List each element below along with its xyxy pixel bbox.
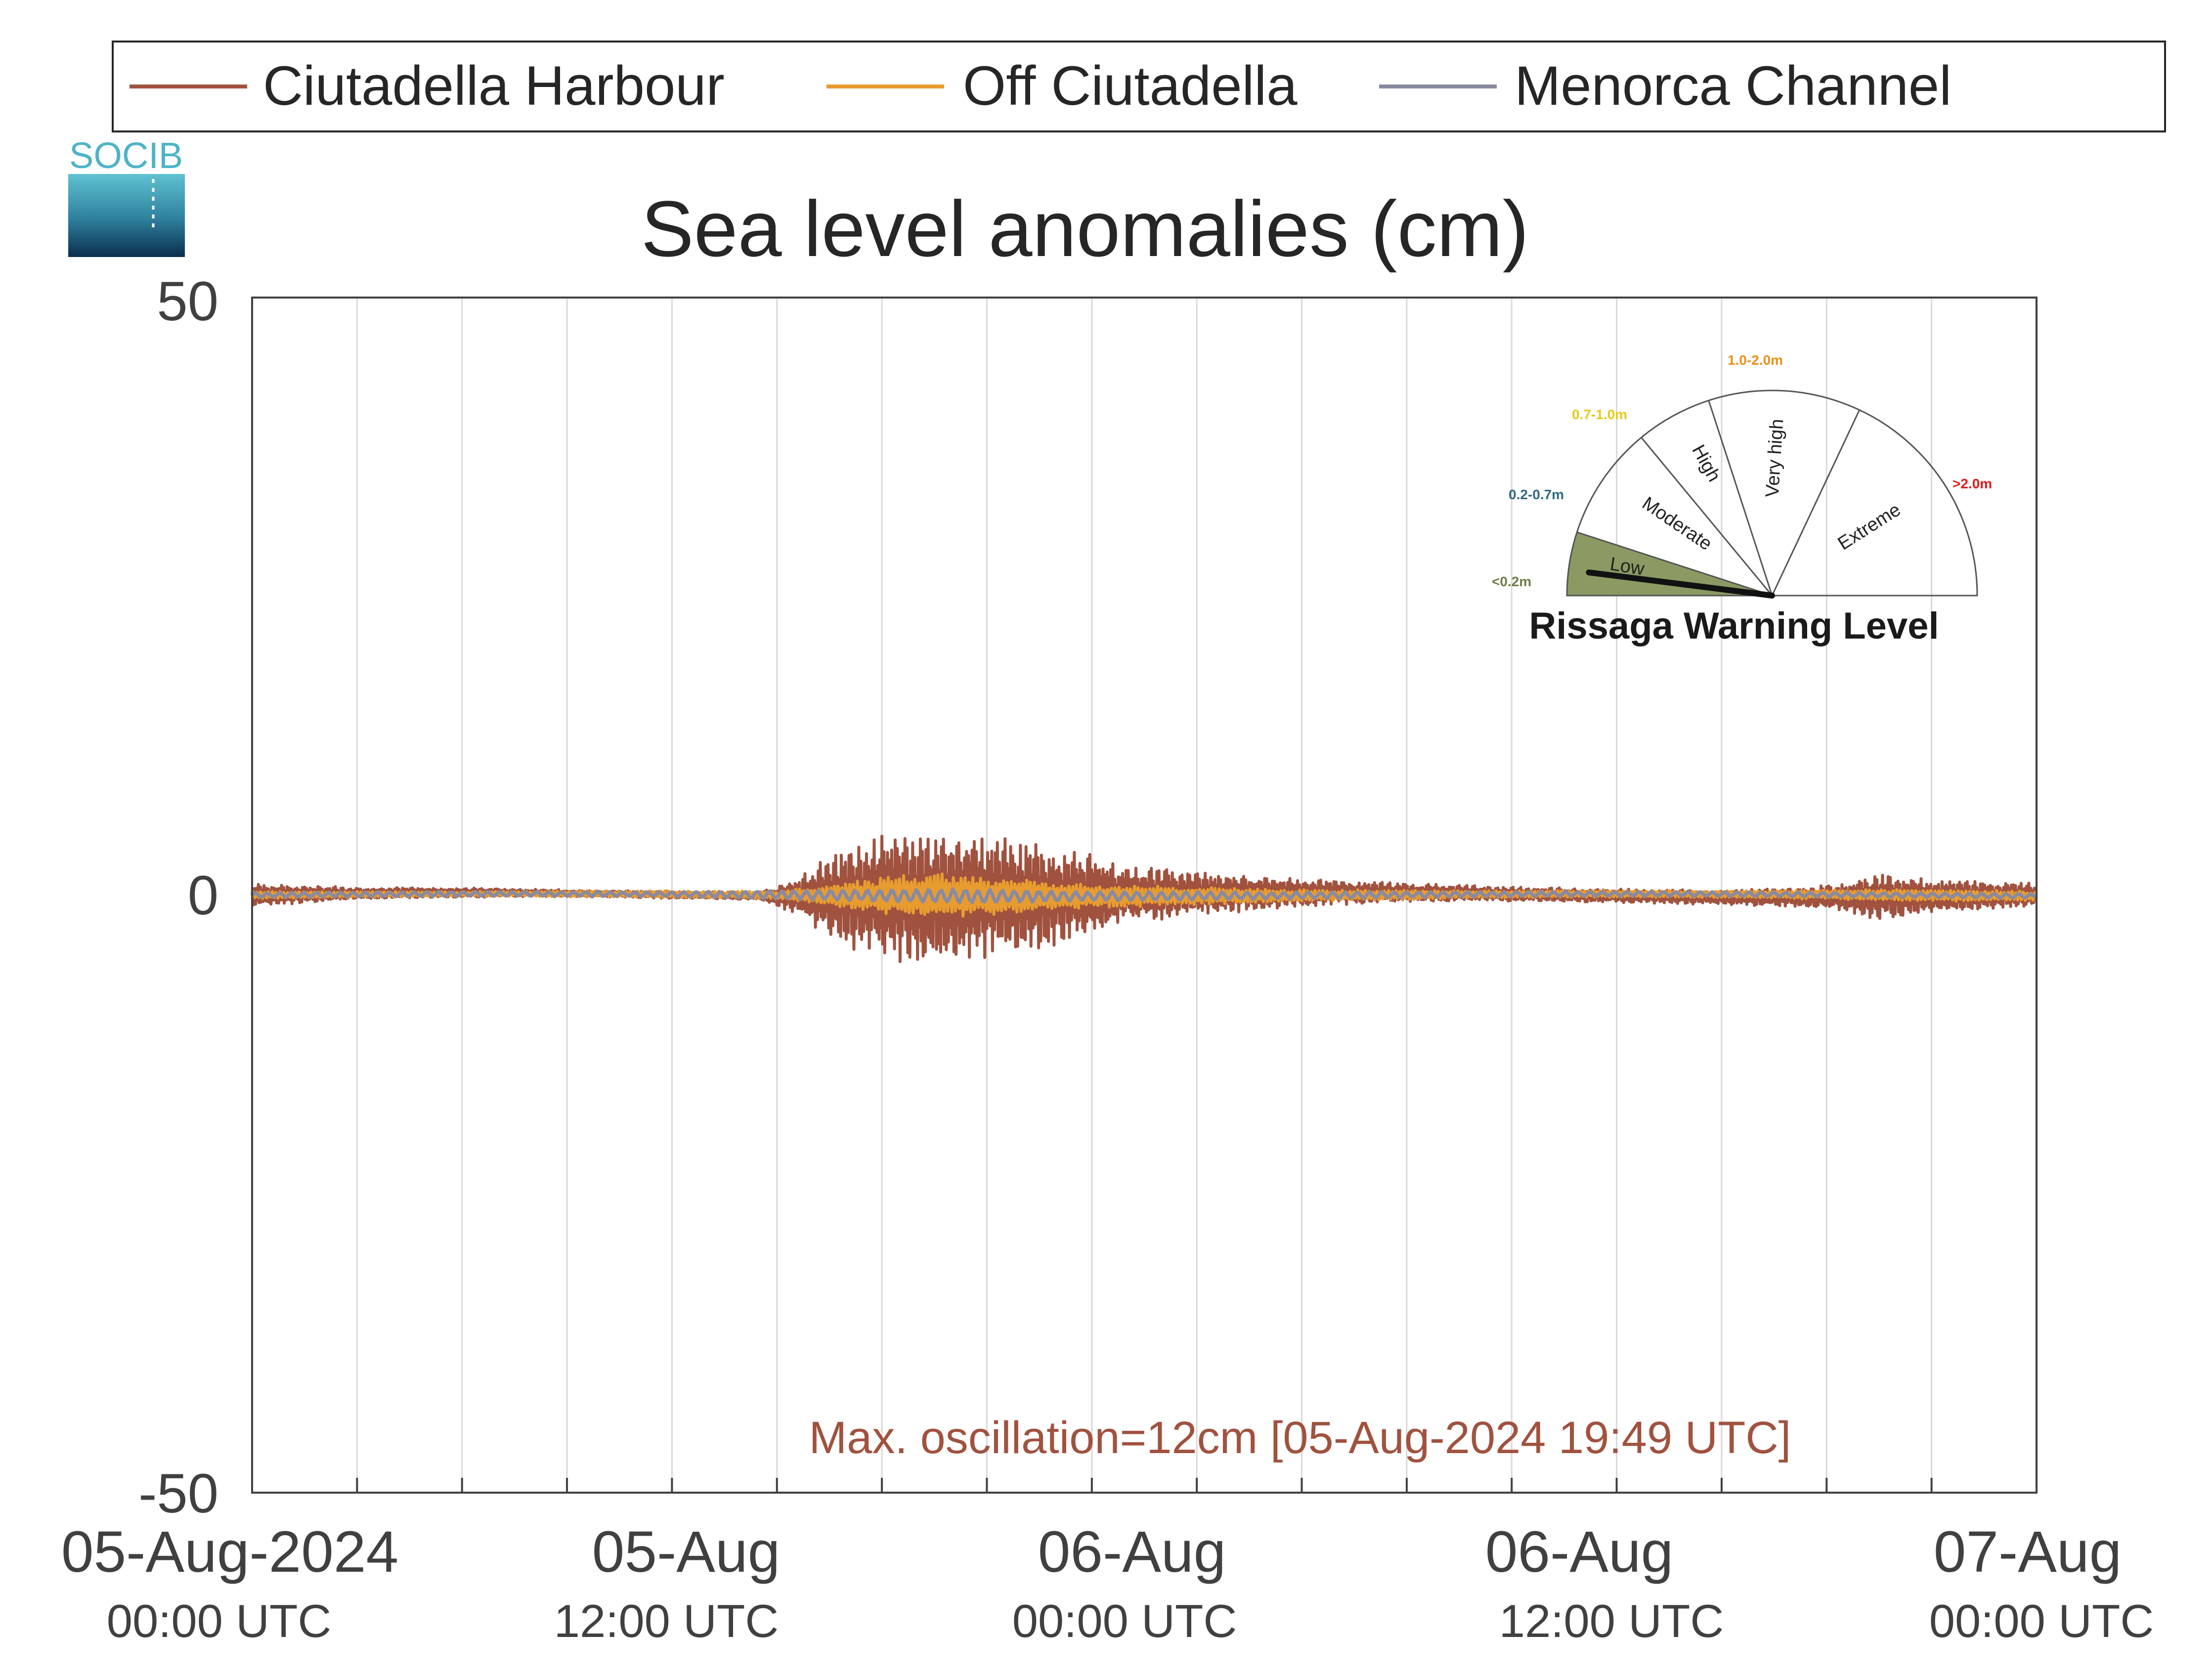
legend: Ciutadella Harbour Off Ciutadella Menorc… [112,41,2166,132]
y-tick-label-0: 0 [188,864,218,926]
rissaga-warning-gauge: Low Moderate High Very high Extreme <0.2… [1492,352,1992,647]
gauge-outline [1566,389,1978,597]
x-tick-time-0: 00:00 UTC [107,1595,332,1647]
x-tick-marks [356,1478,1933,1493]
gauge-divider [1576,531,1773,597]
legend-label-menorca-channel: Menorca Channel [1515,55,1952,117]
x-tick-time-3: 12:00 UTC [1499,1595,1724,1647]
gauge-segment-very-high: Very high [1762,418,1788,498]
gauge-threshold-high: 0.7-1.0m [1572,407,1627,422]
x-tick-date-3: 06-Aug [1485,1519,1674,1585]
socib-logo-wave [68,174,185,257]
gauge-divider [1708,400,1773,596]
x-tick-time-1: 12:00 UTC [554,1595,779,1647]
x-tick-date-2: 06-Aug [1038,1519,1226,1585]
series-menorca-channel [251,887,2037,904]
y-tick-label-minus-50: -50 [138,1463,218,1524]
max-oscillation-annotation: Max. oscillation=12cm [05-Aug-2024 19:49… [809,1413,1791,1463]
gauge-low-wedge [1567,532,1772,596]
x-tick-labels: 05-Aug-2024 00:00 UTC 05-Aug 12:00 UTC 0… [61,1519,2154,1647]
socib-logo-text: SOCIB [69,135,183,176]
x-tick-date-0: 05-Aug-2024 [61,1519,398,1585]
gauge-title: Rissaga Warning Level [1529,605,1939,647]
y-tick-label-50: 50 [157,270,218,332]
gauge-threshold-moderate: 0.2-0.7m [1509,487,1564,502]
series-layer [251,834,2038,963]
gauge-threshold-very-high: 1.0-2.0m [1728,352,1783,368]
legend-box [112,41,2166,132]
gauge-threshold-low: <0.2m [1492,574,1531,589]
legend-label-ciutadella-harbour: Ciutadella Harbour [263,55,725,117]
gauge-divider [1771,409,1861,596]
socib-logo: SOCIB [68,135,185,257]
plot-frame [251,297,2038,1494]
x-tick-date-4: 07-Aug [1934,1519,2122,1585]
gauge-divider [1641,437,1773,596]
gauge-needle [1586,569,1775,599]
x-tick-date-1: 05-Aug [592,1519,781,1585]
gauge-dividers [1576,400,1861,597]
x-tick-time-4: 00:00 UTC [1929,1595,2154,1647]
legend-label-off-ciutadella: Off Ciutadella [963,55,1298,117]
x-tick-time-2: 00:00 UTC [1012,1595,1237,1647]
chart-title: Sea level anomalies (cm) [641,184,1529,273]
gauge-threshold-extreme: >2.0m [1952,476,1992,491]
